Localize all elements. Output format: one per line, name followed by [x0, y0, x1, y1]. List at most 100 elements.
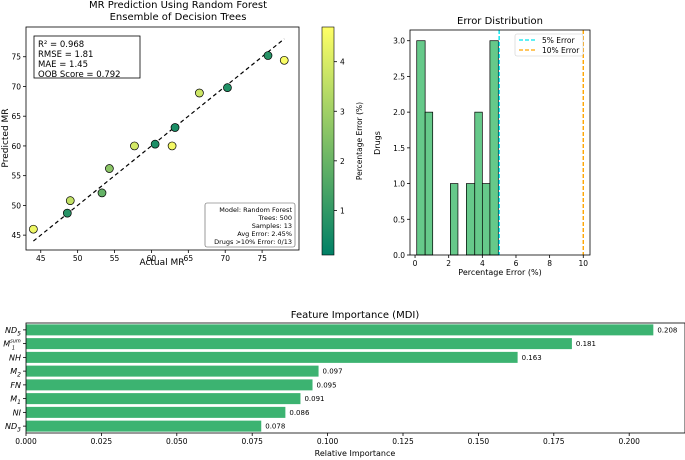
importance-xtick-label: 0.200 — [618, 437, 640, 446]
info-trees: Trees: 500 — [257, 214, 292, 222]
colorbar-tick-label: 1 — [340, 206, 345, 215]
scatter-point — [105, 164, 114, 173]
hist-bar — [466, 183, 476, 256]
scatter-ytick-label: 60 — [11, 142, 21, 151]
hist-frame — [409, 29, 591, 256]
importance-value-label: 0.086 — [289, 409, 310, 417]
scatter-ytick-label: 55 — [11, 172, 21, 181]
metric-rmse: RMSE = 1.81 — [38, 50, 93, 60]
hist-bar — [416, 40, 426, 256]
scatter-ytick-label: 50 — [11, 201, 21, 210]
scatter-ylabel: Predicted MR — [1, 108, 11, 167]
scatter-xtick-label: 50 — [73, 254, 83, 263]
importance-frame — [25, 322, 685, 434]
hist-ytick-label: 2.5 — [393, 72, 405, 81]
importance-xlabel: Relative Importance — [315, 449, 396, 458]
scatter-xlabel: Actual MR — [139, 258, 184, 268]
importance-value-label: 0.091 — [304, 395, 324, 403]
hist-xtick-label: 8 — [547, 259, 552, 268]
scatter-subtitle: Ensemble of Decision Trees — [110, 12, 247, 23]
scatter-panel: MR Prediction Using Random Forest Ensemb… — [1, 0, 364, 268]
colorbar-label: Percentage Error (%) — [355, 102, 364, 180]
feature-label: ND3 — [5, 422, 21, 434]
scatter-point — [65, 196, 75, 205]
colorbar-tick-label: 4 — [340, 58, 345, 67]
scatter-point — [29, 224, 38, 234]
scatter-xtick-label: 45 — [36, 254, 46, 263]
importance-panel: Feature Importance (MDI) 0.208 ND5 0.181 Ms… — [3, 310, 685, 458]
scatter-title: MR Prediction Using Random Forest — [89, 0, 267, 11]
hist-reference-lines — [498, 30, 584, 255]
scatter-point — [130, 141, 139, 151]
importance-xtick-label: 0.025 — [91, 437, 113, 446]
scatter-point — [195, 88, 204, 98]
scatter-xtick-label: 65 — [184, 254, 194, 263]
scatter-point — [170, 123, 180, 132]
importance-bar — [26, 393, 301, 405]
colorbar-tick-label: 3 — [340, 107, 345, 116]
fit-line — [33, 38, 285, 242]
importance-title: Feature Importance (MDI) — [291, 310, 420, 321]
metrics-box — [33, 35, 141, 79]
info-drugs-over-10: Drugs >10% Error: 0/13 — [214, 238, 292, 246]
importance-xtick-label: 0.100 — [317, 437, 339, 446]
importance-value-label: 0.208 — [657, 326, 677, 334]
metric-mae: MAE = 1.45 — [38, 60, 88, 70]
info-model: Model: Random Forest — [219, 206, 292, 214]
importance-bar — [26, 324, 654, 336]
model-info-box — [204, 202, 296, 248]
importance-xtick-label: 0.050 — [166, 437, 188, 446]
scatter-point — [279, 55, 289, 65]
scatter-point — [223, 83, 232, 93]
hist-ytick-label: 0.5 — [393, 215, 405, 224]
scatter-ytick-label: 65 — [11, 112, 21, 121]
hist-ytick-label: 1.0 — [393, 180, 405, 189]
importance-xtick-label: 0.125 — [392, 437, 414, 446]
scatter-points — [29, 51, 289, 234]
hist-ylabel: Drugs — [373, 131, 382, 155]
importance-value-label: 0.097 — [323, 368, 343, 376]
legend-10pct-label: 10% Error — [542, 46, 580, 55]
feature-label: M1 — [10, 395, 21, 407]
scatter-point — [62, 208, 72, 218]
importance-value-label: 0.095 — [317, 381, 337, 389]
importance-value-label: 0.181 — [576, 340, 596, 348]
hist-xtick-label: 0 — [413, 259, 418, 268]
scatter-point — [150, 139, 160, 149]
hist-xtick-label: 2 — [446, 259, 451, 268]
scatter-ticks: 45 50 55 60 65 70 75 45 50 55 60 65 70 75 — [11, 53, 267, 263]
scatter-xtick-label: 55 — [110, 254, 120, 263]
info-avg-error: Avg Error: 2.45% — [237, 230, 292, 238]
importance-bar — [26, 365, 319, 377]
importance-bar — [26, 379, 313, 391]
importance-ticks: 0.000 0.025 0.050 0.075 0.100 0.125 0.150 0.175… — [15, 433, 640, 446]
scatter-frame — [25, 26, 300, 251]
metric-r2: R² = 0.968 — [38, 40, 84, 50]
colorbar — [321, 26, 335, 256]
importance-value-label: 0.163 — [522, 354, 542, 362]
importance-value-label: 0.078 — [265, 423, 285, 431]
feature-label: ND5 — [5, 326, 21, 338]
scatter-ytick-label: 75 — [11, 53, 21, 62]
metric-oob: OOB Score = 0.792 — [38, 70, 121, 80]
scatter-xtick-label: 75 — [257, 254, 267, 263]
feature-label: NH — [9, 353, 21, 362]
hist-bar — [489, 40, 499, 256]
scatter-ytick-label: 45 — [11, 231, 21, 240]
hist-xtick-label: 6 — [514, 259, 519, 268]
importance-xtick-label: 0.075 — [241, 437, 263, 446]
importance-xtick-label: 0.000 — [15, 437, 37, 446]
hist-xlabel: Percentage Error (%) — [458, 268, 541, 277]
hist-ticks: 0 2 4 6 8 10 0.0 0.5 1.0 1.5 2.0 2.5 3.0 — [393, 37, 588, 268]
hist-bar — [424, 111, 434, 256]
colorbar-ticks: 1 2 3 4 — [334, 58, 345, 215]
feature-label: FN — [10, 381, 21, 390]
scatter-point — [167, 141, 177, 151]
hist-bar — [450, 183, 459, 256]
histogram-panel: Error Distribution 0 2 4 6 8 10 0.0 0.5 1.0 1.5 2.… — [373, 16, 591, 277]
importance-bar — [26, 351, 518, 363]
info-samples: Samples: 13 — [252, 222, 292, 230]
